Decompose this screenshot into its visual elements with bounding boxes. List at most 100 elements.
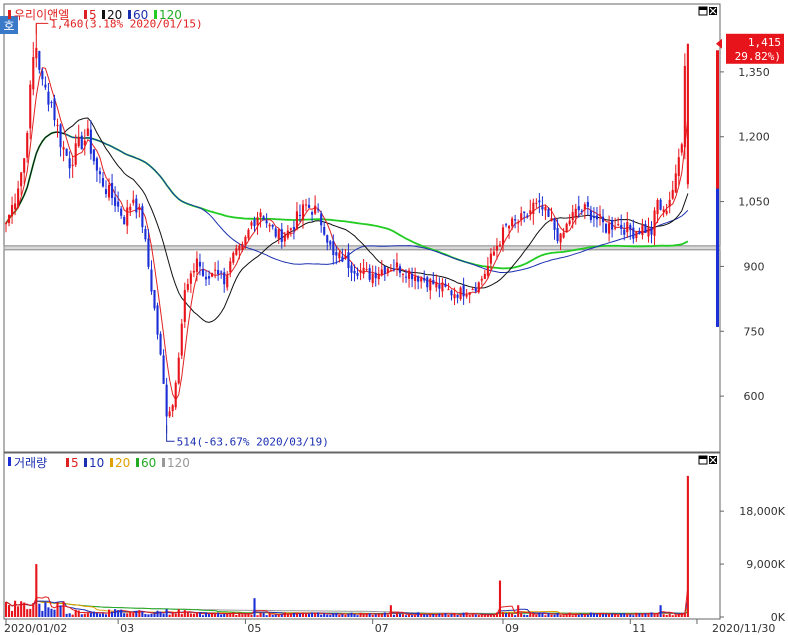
candle-body (432, 280, 435, 285)
candle-body (368, 268, 371, 280)
candle (508, 224, 511, 239)
volume-bar (217, 612, 220, 617)
volume-bar (104, 614, 108, 617)
legend-ma-period: 60 (141, 456, 156, 470)
volume-bar (277, 614, 280, 617)
candle (180, 319, 183, 360)
candle (662, 206, 665, 218)
volume-bar (686, 475, 689, 617)
volume-bar (74, 609, 77, 617)
candle-body (56, 124, 59, 126)
candle (635, 231, 638, 242)
volume-bar (192, 613, 195, 617)
candle-body (623, 229, 626, 235)
legend-ma-period: 20 (107, 8, 122, 22)
candle-body (426, 277, 429, 288)
candle (329, 239, 332, 250)
volume-bar (238, 612, 241, 617)
candle (326, 234, 329, 251)
candle (520, 206, 523, 226)
volume-bar (629, 614, 632, 617)
candle (186, 278, 189, 293)
candle (80, 131, 83, 150)
candle-body (195, 258, 198, 272)
candle-body (292, 227, 295, 230)
candle (677, 148, 680, 186)
candle-body (504, 224, 508, 226)
volume-bar (174, 613, 177, 617)
x-tick-label: 07 (375, 622, 389, 635)
candle (220, 270, 223, 279)
volume-bar (441, 613, 444, 617)
legend-ma-marker (102, 10, 105, 19)
volume-panel-controls[interactable] (698, 455, 717, 465)
candle-body (153, 289, 156, 309)
candle-body (401, 273, 405, 275)
candle-body (307, 204, 311, 208)
candle-body (383, 266, 386, 274)
volume-bar (317, 612, 320, 617)
candle (156, 302, 159, 340)
volume-bar (207, 614, 211, 617)
side-toggle-icon[interactable] (0, 16, 18, 34)
volume-bar (180, 614, 183, 617)
volume-bar (32, 603, 35, 617)
candle-body (468, 292, 471, 295)
volume-bar (89, 612, 92, 617)
volume-bar (365, 612, 368, 617)
volume-bar (459, 615, 462, 617)
volume-bar (414, 615, 417, 617)
volume-bar (147, 614, 150, 617)
volume-bar (347, 613, 350, 617)
candle (144, 225, 147, 242)
candle-body (298, 214, 302, 216)
candle (429, 277, 432, 300)
volume-bar (635, 612, 638, 617)
candle-body (641, 225, 644, 236)
candle-body (583, 204, 586, 210)
candle (265, 213, 268, 228)
volume-bar (514, 615, 517, 617)
candle (414, 267, 417, 290)
volume-bar (668, 613, 671, 617)
candle (526, 213, 529, 219)
volume-bar (329, 614, 332, 617)
candle-body (550, 218, 553, 222)
candle-body (314, 205, 317, 214)
volume-tick-label: 0K (771, 611, 786, 624)
volume-bar (650, 612, 653, 617)
price-panel-controls[interactable] (698, 6, 717, 16)
volume-bar (541, 612, 544, 617)
volume-bar (504, 613, 508, 617)
candle-body (26, 133, 29, 158)
candle-body (423, 278, 426, 281)
candle-body (17, 188, 20, 208)
volume-bar (592, 613, 595, 617)
candle-body (120, 208, 123, 216)
candle (338, 250, 341, 263)
candle-body (177, 357, 180, 384)
volume-bar (68, 613, 71, 617)
candle (389, 263, 392, 272)
candle (532, 198, 535, 225)
candle (259, 208, 262, 228)
candle (7, 214, 11, 227)
candle-body (77, 136, 80, 147)
candle-body (207, 276, 211, 279)
candle (547, 207, 550, 218)
candle-body (198, 261, 202, 267)
volume-bar (586, 614, 589, 617)
candle-body (477, 282, 480, 293)
candle-body (683, 65, 686, 148)
candle (244, 235, 247, 249)
candle-body (144, 229, 147, 240)
candle-body (650, 227, 653, 235)
volume-bar (392, 614, 395, 617)
candle-body (332, 241, 335, 256)
legend-ma-marker (128, 10, 131, 19)
price-ma60-line (5, 131, 689, 273)
candle (286, 225, 289, 240)
volume-bar (241, 614, 244, 617)
volume-bar (371, 614, 374, 617)
volume-bar (168, 614, 171, 617)
